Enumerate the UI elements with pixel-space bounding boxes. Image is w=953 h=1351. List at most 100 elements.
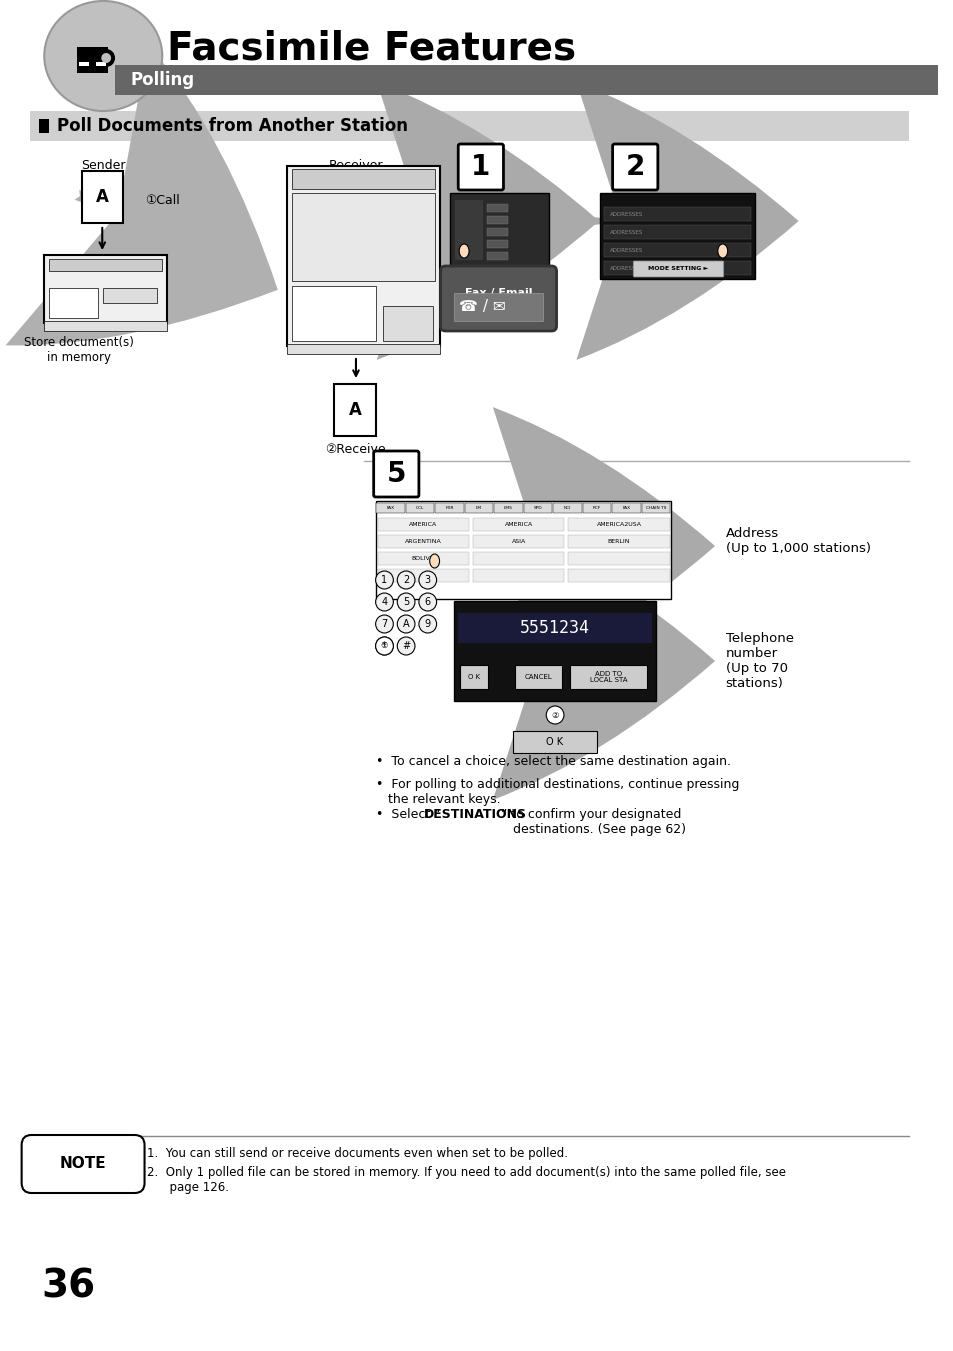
Text: 5551234: 5551234: [519, 619, 590, 638]
Text: BERLIN: BERLIN: [607, 539, 630, 544]
Text: 9: 9: [424, 619, 431, 630]
Bar: [50, 259, 162, 272]
Bar: [82, 172, 123, 223]
Bar: [457, 613, 651, 643]
Text: 2: 2: [625, 153, 644, 181]
Bar: [603, 226, 750, 239]
Bar: [454, 601, 656, 701]
Circle shape: [418, 593, 436, 611]
Text: •  Select “: • Select “: [375, 808, 439, 821]
Circle shape: [396, 571, 415, 589]
Bar: [375, 501, 670, 598]
Bar: [455, 200, 482, 259]
Text: ADD TO
LOCAL STA: ADD TO LOCAL STA: [589, 670, 627, 684]
Text: AMERICA: AMERICA: [409, 521, 437, 527]
Text: A: A: [95, 188, 109, 205]
Text: A: A: [402, 619, 409, 630]
Bar: [486, 240, 508, 249]
Text: 4: 4: [381, 597, 387, 607]
Text: ADDRESSES: ADDRESSES: [609, 247, 642, 253]
Bar: [599, 193, 755, 280]
Bar: [486, 204, 508, 212]
Bar: [435, 503, 463, 513]
Ellipse shape: [717, 245, 727, 258]
Text: ARGENTINA: ARGENTINA: [404, 539, 441, 544]
Text: AMERICA: AMERICA: [504, 521, 533, 527]
Bar: [494, 503, 522, 513]
Ellipse shape: [429, 554, 439, 567]
Text: 7: 7: [381, 619, 387, 630]
Text: AMERICA2USA: AMERICA2USA: [596, 521, 640, 527]
Bar: [44, 255, 167, 323]
Text: CANCEL: CANCEL: [524, 674, 552, 680]
Bar: [486, 228, 508, 236]
Bar: [76, 47, 108, 73]
Bar: [603, 207, 750, 222]
Circle shape: [396, 638, 415, 655]
Text: 2.  Only 1 polled file can be stored in memory. If you need to add document(s) i: 2. Only 1 polled file can be stored in m…: [148, 1166, 785, 1194]
Bar: [377, 535, 469, 549]
Bar: [464, 503, 493, 513]
Bar: [473, 553, 564, 565]
Bar: [377, 569, 469, 582]
Circle shape: [375, 638, 393, 655]
Bar: [96, 62, 106, 66]
Bar: [405, 503, 434, 513]
Bar: [292, 193, 435, 281]
Bar: [454, 293, 542, 322]
Text: ①Call: ①Call: [146, 195, 180, 208]
Bar: [582, 503, 611, 513]
Bar: [377, 553, 469, 565]
Text: •  For polling to additional destinations, continue pressing
   the relevant key: • For polling to additional destinations…: [375, 778, 739, 807]
Text: RCF: RCF: [592, 507, 600, 509]
Bar: [375, 503, 404, 513]
Text: Poll Documents from Another Station: Poll Documents from Another Station: [57, 118, 408, 135]
Bar: [553, 503, 581, 513]
Text: *: *: [382, 640, 387, 651]
Bar: [473, 569, 564, 582]
Bar: [334, 384, 375, 436]
Text: ②: ②: [551, 711, 558, 720]
FancyBboxPatch shape: [374, 451, 418, 497]
Circle shape: [396, 615, 415, 634]
Text: Sender: Sender: [81, 159, 126, 172]
FancyBboxPatch shape: [612, 145, 658, 190]
Text: ASIA: ASIA: [511, 539, 525, 544]
Text: CHAIN TS: CHAIN TS: [645, 507, 665, 509]
Bar: [568, 535, 669, 549]
Text: FAX: FAX: [621, 507, 630, 509]
Circle shape: [375, 615, 393, 634]
Bar: [292, 286, 375, 340]
Bar: [568, 569, 669, 582]
Text: BOLIVIA: BOLIVIA: [411, 557, 436, 561]
Bar: [287, 166, 439, 346]
FancyArrowPatch shape: [6, 45, 277, 346]
Bar: [486, 216, 508, 224]
Text: O K: O K: [545, 738, 562, 747]
Text: ①: ①: [380, 642, 388, 650]
FancyBboxPatch shape: [440, 266, 556, 331]
Bar: [50, 288, 98, 317]
Text: ②Receive: ②Receive: [324, 443, 385, 457]
Circle shape: [97, 49, 115, 68]
Bar: [603, 261, 750, 276]
Circle shape: [101, 53, 111, 63]
Ellipse shape: [44, 1, 162, 111]
FancyBboxPatch shape: [22, 1135, 145, 1193]
Bar: [568, 517, 669, 531]
Circle shape: [546, 707, 563, 724]
Text: ADDRESSES: ADDRESSES: [609, 212, 642, 216]
Circle shape: [375, 638, 393, 655]
Text: #: #: [401, 640, 410, 651]
Bar: [39, 119, 50, 132]
Bar: [523, 503, 552, 513]
Text: ADDRESSES: ADDRESSES: [609, 266, 642, 270]
Bar: [30, 111, 907, 141]
Circle shape: [418, 571, 436, 589]
Bar: [103, 288, 157, 303]
Bar: [486, 253, 508, 259]
Circle shape: [375, 593, 393, 611]
Text: ADDRESSES: ADDRESSES: [609, 230, 642, 235]
Circle shape: [418, 615, 436, 634]
Bar: [603, 243, 750, 257]
